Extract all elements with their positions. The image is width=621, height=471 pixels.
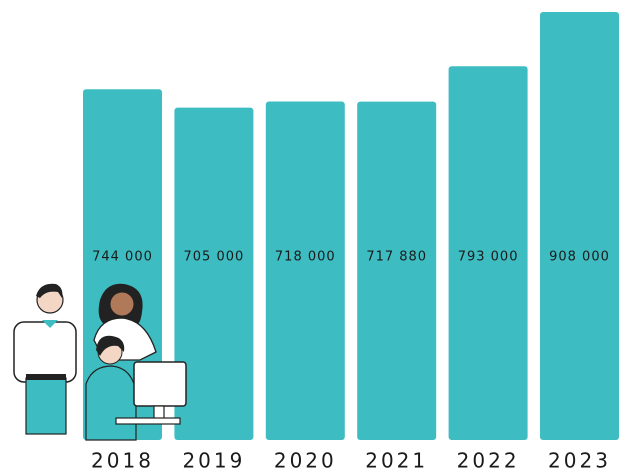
man-shirt [13, 321, 77, 383]
bar [448, 66, 528, 441]
value-label: 705 000 [184, 250, 245, 265]
keyboard [115, 417, 181, 425]
man-hair [36, 283, 63, 298]
bar [265, 101, 345, 440]
bar [357, 101, 437, 441]
monitor [133, 361, 187, 407]
girl-body [85, 365, 137, 441]
x-tick-label: 2018 [91, 449, 154, 471]
x-tick-label: 2021 [365, 449, 428, 471]
man-belt [26, 374, 66, 380]
man-bowtie [42, 320, 58, 328]
bar [540, 12, 619, 440]
value-label: 744 000 [92, 250, 153, 265]
value-label: 908 000 [549, 250, 610, 265]
x-tick-label: 2023 [548, 449, 611, 471]
value-label: 793 000 [458, 250, 519, 265]
x-tick-label: 2020 [274, 449, 337, 471]
girl-hair [96, 335, 125, 356]
man-pants [25, 377, 67, 435]
value-label: 717 880 [366, 250, 427, 265]
bar [174, 107, 254, 440]
illustration [13, 283, 187, 441]
woman-head [109, 291, 135, 317]
x-tick-label: 2022 [457, 449, 520, 471]
value-label: 718 000 [275, 250, 336, 265]
x-tick-label: 2019 [182, 449, 245, 471]
labels: 744 000 2018 705 000 2019 718 000 2020 717 880… [91, 250, 611, 471]
